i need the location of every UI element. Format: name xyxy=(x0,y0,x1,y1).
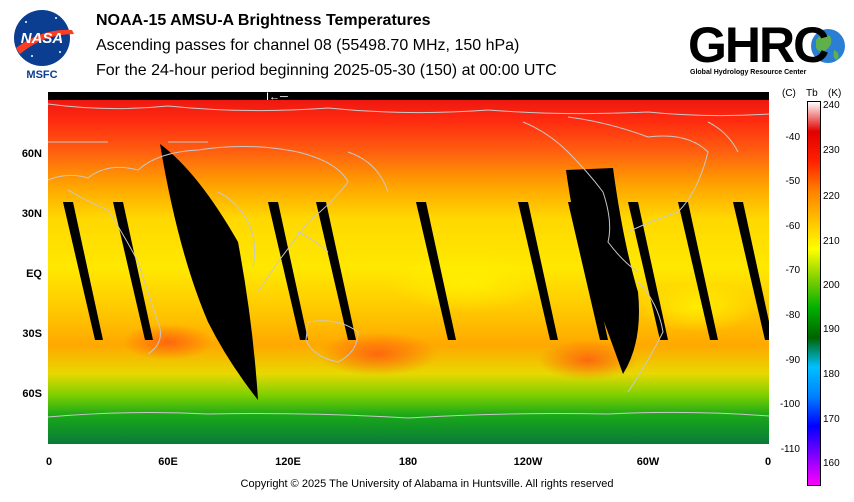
svg-text:GHRC: GHRC xyxy=(688,17,828,73)
data-gap-swath xyxy=(518,202,558,340)
kelvin-tick-190: 190 xyxy=(823,324,840,335)
kelvin-tick-210: 210 xyxy=(823,236,840,247)
data-gap-swath xyxy=(113,202,153,340)
brightness-temperature-map: I←─ xyxy=(48,92,769,444)
coastlines xyxy=(48,103,769,419)
lon-label-120e: 120E xyxy=(275,456,301,468)
kelvin-tick-200: 200 xyxy=(823,280,840,291)
kelvin-tick-160: 160 xyxy=(823,458,840,469)
lon-label-60e: 60E xyxy=(158,456,178,468)
colorbar-header-tb: Tb xyxy=(806,88,818,99)
data-gap-swath xyxy=(416,202,456,340)
copyright-notice: Copyright © 2025 The University of Alaba… xyxy=(240,478,614,490)
map-title: NOAA-15 AMSU-A Brightness Temperatures xyxy=(96,12,431,29)
top-gap-band xyxy=(48,92,769,100)
kelvin-tick-220: 220 xyxy=(823,191,840,202)
lon-label-0-west: 0 xyxy=(45,456,53,468)
lon-label-0-east: 0 xyxy=(764,456,772,468)
map-subtitle: Ascending passes for channel 08 (55498.7… xyxy=(96,37,520,54)
data-gap-large-1 xyxy=(160,144,258,400)
ghrc-logo: GHRC Global Hydrology Resource Center xyxy=(688,10,852,82)
lon-label-120w: 120W xyxy=(513,456,543,468)
celsius-tick-minus40: -40 xyxy=(785,132,800,143)
map-period: For the 24-hour period beginning 2025-05… xyxy=(96,62,557,79)
data-gap-swaths xyxy=(63,144,769,400)
svg-text:MSFC: MSFC xyxy=(26,69,57,80)
celsius-tick-minus60: -60 xyxy=(785,221,800,232)
svg-text:NASA: NASA xyxy=(21,30,64,47)
kelvin-tick-240: 240 xyxy=(823,100,840,111)
kelvin-tick-180: 180 xyxy=(823,369,840,380)
data-gap-swath xyxy=(63,202,103,340)
celsius-tick-minus80: -80 xyxy=(785,310,800,321)
celsius-tick-minus70: -70 xyxy=(785,265,800,276)
data-gap-swath xyxy=(678,202,718,340)
svg-text:I←─: I←─ xyxy=(266,92,288,103)
svg-text:Global Hydrology Resource Cent: Global Hydrology Resource Center xyxy=(690,69,807,76)
data-gap-swath xyxy=(628,202,668,340)
celsius-tick-minus100: -100 xyxy=(779,399,800,410)
lat-label-60s: 60S xyxy=(22,388,42,400)
data-gap-swath xyxy=(316,202,356,340)
celsius-tick-minus50: -50 xyxy=(785,176,800,187)
lon-label-180: 180 xyxy=(398,456,418,468)
temperature-colorbar xyxy=(807,101,821,486)
nasa-logo: NASA MSFC xyxy=(12,8,76,81)
lat-label-30s: 30S xyxy=(22,328,42,340)
kelvin-tick-230: 230 xyxy=(823,145,840,156)
kelvin-tick-170: 170 xyxy=(823,414,840,425)
lat-label-60n: 60N xyxy=(21,148,42,160)
data-gap-large-2 xyxy=(566,168,639,374)
colorbar-header-k: (K) xyxy=(828,88,842,99)
colorbar-header-c: (C) xyxy=(782,88,796,99)
data-gap-swath xyxy=(268,202,308,340)
lat-label-30n: 30N xyxy=(21,208,42,220)
lat-label-eq: EQ xyxy=(26,268,42,280)
celsius-tick-minus90: -90 xyxy=(785,355,800,366)
data-gap-swath xyxy=(733,202,769,340)
celsius-tick-minus110: -110 xyxy=(780,444,800,455)
lon-label-60w: 60W xyxy=(636,456,660,468)
